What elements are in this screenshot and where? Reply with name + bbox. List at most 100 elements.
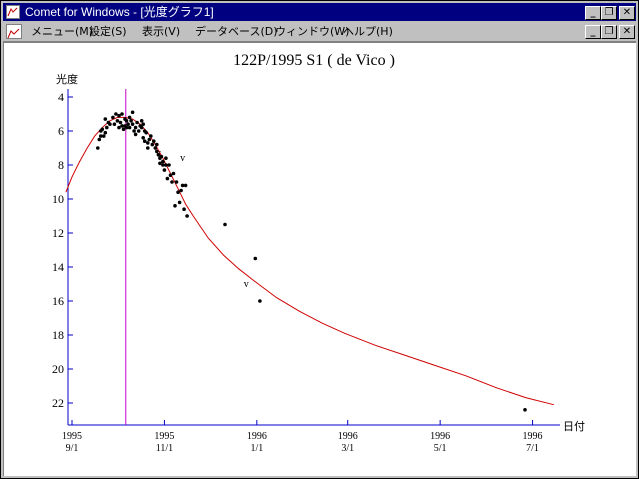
x-tick-date: 11/1 bbox=[156, 443, 173, 454]
observation-point bbox=[120, 124, 124, 128]
observation-point bbox=[173, 204, 177, 208]
observation-point bbox=[170, 180, 174, 184]
observation-point bbox=[164, 156, 168, 160]
observation-point bbox=[111, 115, 115, 120]
child-restore-button[interactable]: ❐ bbox=[601, 25, 617, 39]
observation-point bbox=[108, 122, 112, 126]
y-tick-label: 10 bbox=[52, 192, 64, 206]
observation-point bbox=[127, 125, 132, 130]
observation-point bbox=[164, 163, 168, 167]
observation-point bbox=[147, 137, 152, 142]
observation-point bbox=[127, 115, 132, 120]
observation-point bbox=[146, 141, 150, 145]
observation-point bbox=[100, 127, 105, 132]
minimize-icon: _ bbox=[590, 7, 596, 18]
chart-area: 122P/1995 S1 ( de Vico ) 光度 日付 4 6 8 10 12 14… bbox=[3, 42, 636, 476]
observation-point bbox=[139, 119, 144, 123]
child-minimize-button[interactable]: _ bbox=[585, 25, 601, 39]
x-tick-date: 7/1 bbox=[526, 443, 539, 454]
chart-title: 122P/1995 S1 ( de Vico ) bbox=[233, 52, 395, 69]
minimize-icon: _ bbox=[590, 26, 596, 37]
observation-point bbox=[105, 125, 109, 130]
close-icon: ✕ bbox=[622, 26, 632, 37]
close-button[interactable]: ✕ bbox=[619, 6, 635, 20]
observation-point bbox=[167, 163, 171, 167]
observation-point bbox=[139, 125, 144, 130]
observation-point bbox=[141, 122, 145, 126]
observation-point bbox=[124, 125, 129, 130]
observation-point bbox=[258, 299, 262, 303]
observation-point bbox=[165, 176, 170, 181]
menu-database[interactable]: データベース(D) bbox=[195, 25, 278, 38]
observation-point bbox=[156, 153, 161, 157]
observation-point bbox=[176, 190, 180, 194]
observation-point bbox=[99, 134, 103, 138]
x-tick-date: 9/1 bbox=[66, 443, 79, 454]
observation-point bbox=[102, 134, 106, 138]
observation-point bbox=[161, 163, 165, 167]
y-tick-label: 22 bbox=[52, 396, 64, 410]
x-tick-date: 3/1 bbox=[341, 443, 354, 454]
x-tick-date: 5/1 bbox=[434, 443, 447, 454]
restore-button[interactable]: ❐ bbox=[601, 6, 617, 20]
observation-point bbox=[114, 112, 118, 116]
observation-point bbox=[182, 207, 186, 211]
observation-point bbox=[141, 136, 145, 140]
observation-point bbox=[133, 125, 138, 130]
minimize-button[interactable]: _ bbox=[585, 6, 601, 20]
observation-point bbox=[129, 119, 133, 123]
observation-point bbox=[177, 200, 182, 205]
app-icon[interactable] bbox=[6, 5, 20, 19]
y-tick-label: 16 bbox=[52, 294, 64, 308]
observation-point bbox=[97, 137, 102, 142]
observation-point bbox=[161, 159, 165, 164]
window-title: Comet for Windows - [光度グラフ1] bbox=[25, 5, 214, 19]
child-close-button[interactable]: ✕ bbox=[619, 25, 635, 39]
observation-point bbox=[180, 183, 185, 188]
observation-point bbox=[146, 146, 150, 150]
menu-window[interactable]: ウィンドウ(W) bbox=[275, 25, 350, 38]
observation-point bbox=[132, 129, 136, 133]
observation-point bbox=[162, 168, 167, 172]
menu-settings[interactable]: 設定(S) bbox=[89, 25, 127, 38]
observation-point bbox=[136, 129, 141, 133]
menu-help[interactable]: ヘルプ(H) bbox=[343, 25, 393, 38]
close-icon: ✕ bbox=[622, 7, 632, 18]
upper-limit-marker: v bbox=[180, 153, 185, 164]
x-tick-year: 1996 bbox=[523, 431, 543, 442]
x-tick-year: 1995 bbox=[154, 431, 174, 442]
observation-point bbox=[135, 120, 139, 125]
observation-point bbox=[96, 146, 100, 150]
observation-point bbox=[121, 127, 126, 132]
x-tick-year: 1995 bbox=[62, 431, 82, 442]
observation-point bbox=[153, 146, 158, 150]
menu-menu[interactable]: メニュー(M) bbox=[31, 25, 94, 38]
title-bar[interactable]: Comet for Windows - [光度グラフ1] _ ❐ ✕ bbox=[3, 3, 636, 21]
y-tick-label: 6 bbox=[58, 124, 64, 138]
menu-bar: メニュー(M) 設定(S) 表示(V) データベース(D) ウィンドウ(W) ヘ… bbox=[3, 22, 636, 42]
x-tick-date: 1/1 bbox=[250, 443, 263, 454]
observation-point bbox=[144, 130, 148, 135]
fitted-curve bbox=[65, 116, 554, 406]
y-tick-label: 14 bbox=[52, 260, 64, 274]
observation-point bbox=[158, 161, 162, 166]
observation-point bbox=[126, 122, 130, 126]
restore-icon: ❐ bbox=[604, 7, 614, 18]
y-tick-label: 12 bbox=[52, 226, 64, 240]
menu-view[interactable]: 表示(V) bbox=[142, 25, 181, 38]
observation-point bbox=[112, 122, 117, 126]
observation-point bbox=[523, 408, 527, 412]
observation-point bbox=[118, 120, 123, 125]
observation-point bbox=[142, 139, 147, 143]
observation-point bbox=[124, 119, 129, 123]
document-icon[interactable] bbox=[6, 24, 22, 39]
y-tick-label: 18 bbox=[52, 328, 64, 342]
x-tick-year: 1996 bbox=[338, 431, 358, 442]
light-curve-chart: 122P/1995 S1 ( de Vico ) 光度 日付 4 6 8 10 12 14… bbox=[52, 52, 585, 454]
observation-point bbox=[103, 130, 108, 135]
upper-limit-marker: v bbox=[244, 279, 249, 290]
observation-point bbox=[179, 188, 183, 193]
observation-point bbox=[159, 154, 164, 159]
observation-point bbox=[133, 132, 138, 137]
